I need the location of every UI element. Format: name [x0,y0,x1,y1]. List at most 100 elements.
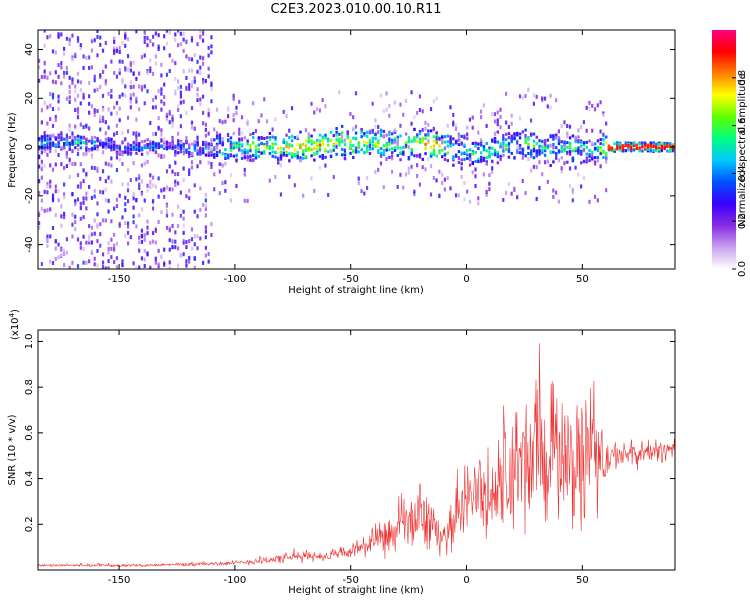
spectrogram-cell [254,156,258,160]
spectrogram-cell [285,141,288,145]
spectrogram-cell [210,147,213,152]
spectrogram-cell [88,139,91,143]
snr-panel: -150 -100 -50 0 50 0.20.40.60.81.0 Height of… [7,309,676,596]
spectrogram-cell [165,185,169,190]
spectrogram-cell [396,142,399,147]
spectrogram-cell [90,240,94,245]
spectrogram-cell [477,142,480,146]
spectrogram-cell [493,131,497,136]
spectrogram-cell [616,142,619,146]
spectrogram-cell [466,156,469,160]
spectrogram-cell [171,114,174,119]
spectrogram-cell [174,89,177,94]
spectrogram-cell [605,141,608,145]
spectrogram-cell [343,148,346,153]
spectrogram-cell [363,132,366,136]
spectrogram-cell [377,150,380,154]
spectrogram-cell [115,241,119,246]
spectrogram-cell [118,50,121,55]
spectrogram-cell [88,110,91,115]
spectrogram-cell [479,159,483,163]
spectrogram-cell [543,149,547,153]
spectrogram-cell [132,84,135,89]
spectrogram-cell [210,99,213,104]
spectrogram-cell [182,178,185,183]
spectrogram-cell [93,38,96,43]
spectrogram-cell [329,149,333,154]
spectrogram-cell [338,137,341,141]
spectrogram-cell [110,156,113,161]
spectrogram-cell [482,103,485,108]
spectrogram-cell [185,140,188,144]
spectrogram-cell [424,142,427,146]
spectrogram-cell [49,144,52,148]
spectrogram-cell [135,76,138,81]
spectrogram-cell [310,101,313,106]
spectrogram-cell [185,39,188,44]
spectrogram-cell [82,215,85,220]
spectrogram-cell [246,119,249,124]
spectrogram-cell [54,143,58,147]
spectrogram-cell [143,233,146,238]
spectrogram-cell [188,83,191,88]
spectrogram-cell [521,152,525,156]
spectrogram-cell [293,153,297,157]
spectrogram-cell [652,145,655,149]
spectrogram-cell [596,198,599,203]
spectrogram-cell [638,149,641,153]
spectrogram-cell [454,193,458,198]
spectrogram-cell [532,144,536,148]
spectrogram-cell [65,137,68,142]
spectrogram-cell [338,132,341,136]
spectrogram-cell [246,149,249,153]
spectrogram-cell [457,156,460,161]
spectrogram-cell [207,66,210,71]
spectrogram-cell [179,190,182,195]
spectrogram-cell [402,185,405,190]
spectrogram-cell [318,143,322,147]
spectrogram-cell [385,145,388,149]
spectrogram-cell [321,156,324,160]
spectrogram-cell [88,94,91,99]
spectrogram-cell [146,159,149,164]
spectrogram-cell [188,255,191,260]
spectrogram-cell [435,134,438,138]
spectrogram-cell [163,154,166,159]
spectrogram-cell [63,142,66,147]
spectrogram-cell [160,153,163,158]
spectrogram-cell [568,166,572,171]
spectrogram-cell [154,105,157,110]
spectrogram-cell [460,174,463,179]
spectrogram-cell [321,98,324,103]
spectrogram-cell [416,154,419,158]
spectrogram-cell [140,234,144,239]
spectrogram-cell [165,213,169,218]
spectrogram-cell [443,146,447,151]
spectrogram-cell [596,149,600,153]
spectrogram-cell [154,131,157,136]
spectrogram-cell [188,239,191,244]
spectrogram-cell [449,186,452,191]
spectrogram-cell [388,142,391,146]
spectrogram-cell [371,136,374,140]
spectrogram-cell [107,266,110,269]
spectrogram-cell [138,213,141,218]
spectrogram-cell [174,182,177,187]
spectrogram-cell [379,161,383,166]
spectrogram-cell [138,71,141,76]
spectrogram-cell [124,150,127,154]
spectrogram-cell [101,118,105,123]
spectrogram-cell [124,67,127,72]
spectrogram-cell [596,156,600,160]
spectrogram-cell [129,105,132,110]
spectrogram-cell [643,147,647,151]
spectrogram-cell [140,87,144,92]
spectrogram-cell [463,197,466,202]
spectrogram-cell [541,151,544,155]
spectrogram-cell [124,93,127,98]
spectrogram-cell [124,147,127,151]
spectrogram-cell [74,142,77,146]
spectrogram-cell [213,146,216,151]
spectrogram-cell [413,189,416,194]
spectrogram-cell [557,136,561,140]
